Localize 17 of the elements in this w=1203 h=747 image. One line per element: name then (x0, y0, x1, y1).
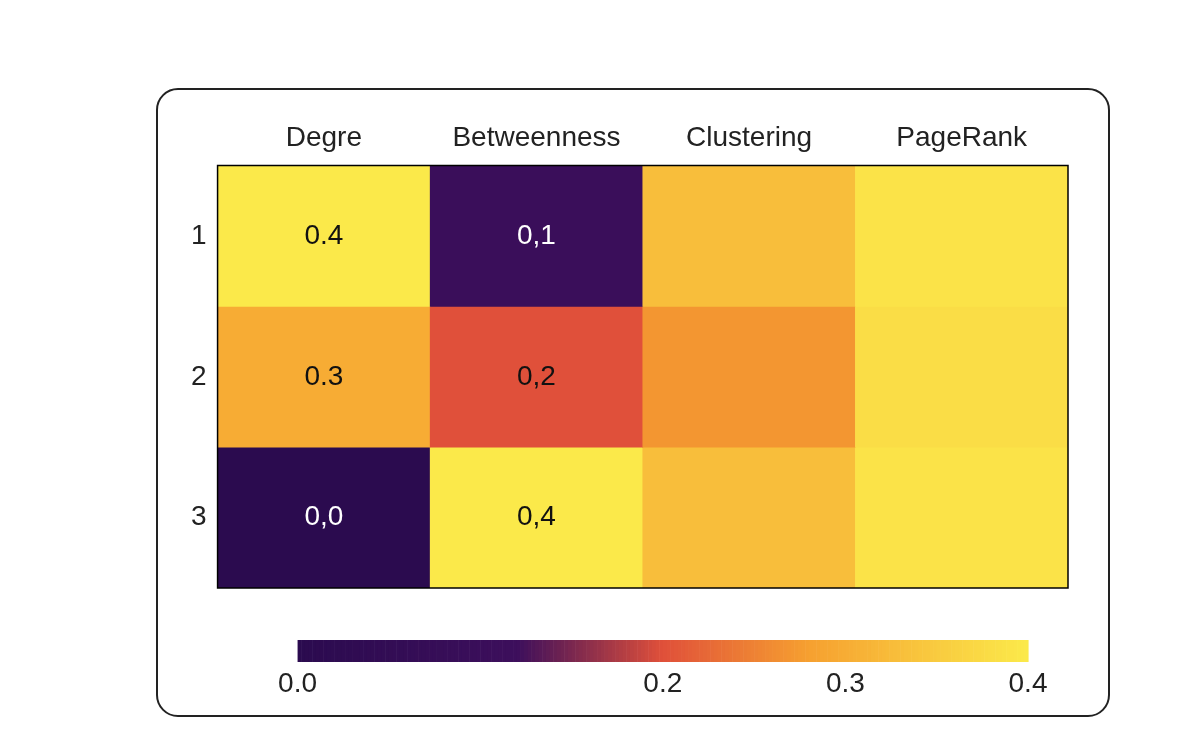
y-tick-label: 3 (190, 500, 207, 532)
data-label: 0,0 (304, 500, 344, 532)
data-label: 0,4 (517, 500, 556, 532)
data-label: 0,2 (517, 359, 556, 391)
x-tick-label: Clustering (686, 120, 813, 152)
data-label: 0,1 (517, 218, 556, 250)
y-tick-label: 1 (190, 218, 207, 250)
y-tick-label: 2 (190, 359, 207, 391)
color-bar-label: 0.0 (278, 666, 318, 698)
data-label: 0.3 (304, 359, 344, 391)
x-tick-label: Betweenness (452, 120, 621, 152)
color-bar-label: 0.4 (1008, 666, 1048, 698)
x-tick-label: PageRank (896, 120, 1029, 152)
color-bar-label: 0.3 (825, 666, 865, 698)
data-label: 0.4 (304, 218, 344, 250)
color-bar-label: 0.2 (643, 666, 683, 698)
x-tick-label: Degre (285, 120, 363, 152)
